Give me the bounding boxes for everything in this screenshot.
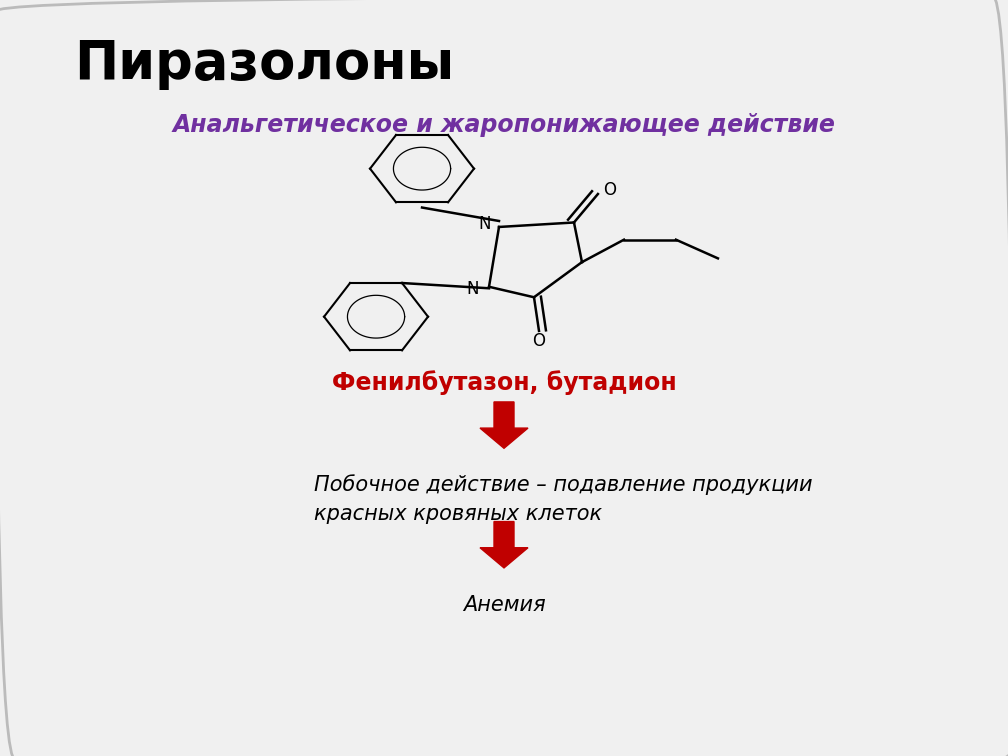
Text: O: O: [532, 333, 545, 350]
Text: N: N: [479, 215, 491, 233]
Text: Фенилбутазон, бутадион: Фенилбутазон, бутадион: [332, 370, 676, 395]
Text: N: N: [467, 280, 479, 298]
Text: Пиразолоны: Пиразолоны: [75, 38, 455, 90]
FancyArrow shape: [480, 522, 528, 568]
Text: Побочное действие – подавление продукции
красных кровяных клеток: Побочное действие – подавление продукции…: [314, 474, 812, 524]
FancyArrow shape: [480, 402, 528, 448]
Text: Анемия: Анемия: [463, 595, 545, 615]
Text: O: O: [604, 181, 617, 200]
Text: Анальгетическое и жаропонижающее действие: Анальгетическое и жаропонижающее действи…: [172, 113, 836, 137]
